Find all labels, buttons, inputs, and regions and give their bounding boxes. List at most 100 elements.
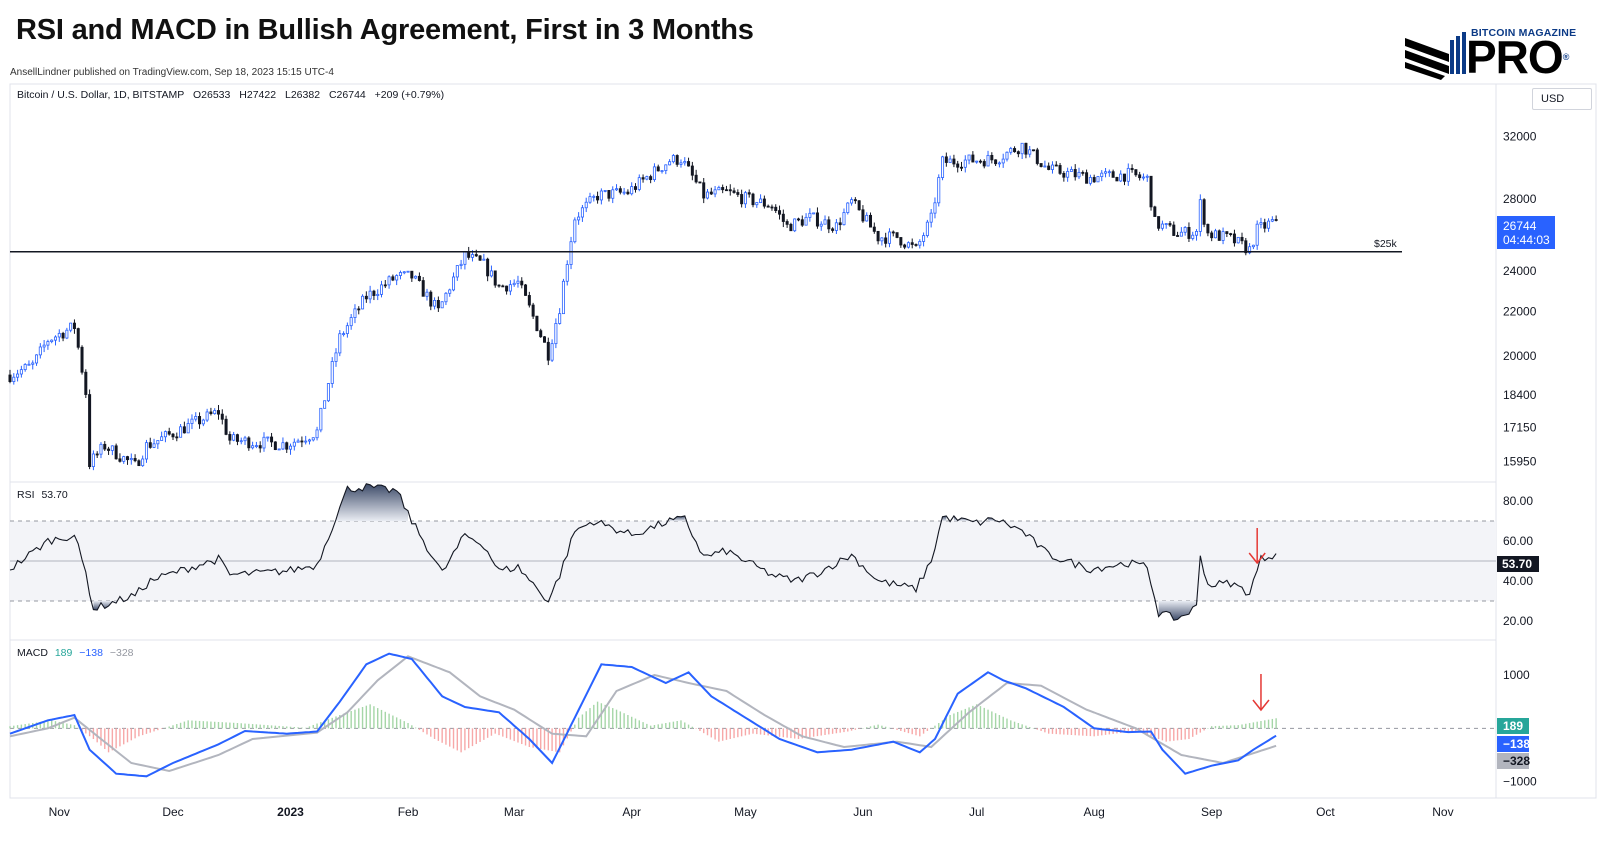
macd-hist-bar xyxy=(911,728,913,735)
candle-body xyxy=(611,189,615,199)
candle-body xyxy=(84,371,88,395)
macd-hist-bar xyxy=(672,721,675,729)
macd-hist-bar xyxy=(164,727,167,729)
candle-body xyxy=(1145,175,1149,178)
macd-hist-bar xyxy=(483,728,485,740)
candle-body xyxy=(944,156,948,163)
macd-hist-bar xyxy=(1161,728,1164,741)
candle-body xyxy=(1179,231,1183,237)
macd-hist-bar xyxy=(422,728,424,733)
macd-hist-bar xyxy=(350,711,352,729)
candle-body xyxy=(941,156,945,178)
macd-hist-bar xyxy=(403,721,405,729)
candle-body xyxy=(1225,231,1229,235)
rsi-tick-label: 80.00 xyxy=(1503,494,1533,508)
candle-body xyxy=(205,411,209,421)
candle-body xyxy=(952,158,956,165)
macd-hist-bar xyxy=(676,721,678,729)
macd-hist-bar xyxy=(176,724,178,729)
macd-hist-bar xyxy=(392,715,394,729)
macd-hist-bar xyxy=(627,715,629,729)
macd-legend-signal: −328 xyxy=(110,647,134,659)
candle-body xyxy=(493,270,497,286)
candle-body xyxy=(1032,149,1036,152)
macd-tick-label: 1000 xyxy=(1503,668,1530,682)
macd-hist-bar xyxy=(88,728,91,737)
candle-body xyxy=(561,280,565,315)
macd-hist-bar xyxy=(160,728,163,729)
logo-pro-text: PRO xyxy=(1466,31,1564,83)
candle-body xyxy=(1062,172,1066,178)
macd-line[interactable] xyxy=(9,652,1277,778)
candle-body xyxy=(933,202,937,214)
candle-body xyxy=(198,416,202,425)
candle-body xyxy=(721,187,725,191)
candle-body xyxy=(251,445,255,449)
currency-button[interactable]: USD xyxy=(1532,88,1592,110)
candle-body xyxy=(846,202,850,213)
macd-hist-bar xyxy=(1264,720,1266,729)
candle-body xyxy=(80,346,84,373)
macd-hist-bar xyxy=(126,728,129,743)
rsi-legend-label: RSI xyxy=(17,489,35,501)
candle-body xyxy=(137,460,141,467)
candle-body xyxy=(1160,223,1164,229)
last-price-tag: 26744 04:44:03 xyxy=(1497,216,1555,249)
rsi-line[interactable] xyxy=(9,483,1277,621)
macd-hist-bar xyxy=(145,728,148,734)
candle-body xyxy=(349,317,353,327)
candle-body xyxy=(99,443,103,455)
macd-hist-bar xyxy=(399,719,402,729)
candle-body xyxy=(546,341,550,361)
macd-hist-bar xyxy=(725,728,728,740)
macd-hist-bar xyxy=(130,728,133,741)
macd-hist-bar xyxy=(1025,725,1027,729)
candle-body xyxy=(713,189,717,195)
candle-body xyxy=(171,433,175,438)
macd-hist-bar xyxy=(323,720,326,729)
price-legend-change: +209 (+0.79%) xyxy=(375,89,444,101)
macd-legend-macd: −138 xyxy=(79,647,103,659)
macd-hist-bar xyxy=(1070,728,1073,735)
candle-body xyxy=(156,440,160,445)
candle-body xyxy=(489,270,493,277)
candle-body xyxy=(16,373,20,378)
candle-body xyxy=(827,219,831,230)
candle-body xyxy=(379,284,383,295)
candle-body xyxy=(31,362,35,365)
candle-body xyxy=(910,242,914,245)
candle-body xyxy=(607,190,611,199)
candle-body xyxy=(35,354,39,364)
candle-body xyxy=(470,254,474,258)
candle-body xyxy=(463,251,467,265)
price-tick-label: 17150 xyxy=(1503,421,1537,435)
candle-body xyxy=(1050,164,1054,170)
candle-body xyxy=(1096,176,1100,183)
candle-body xyxy=(967,154,971,161)
candle-body xyxy=(387,276,391,286)
macd-hist-bar xyxy=(28,723,30,729)
macd-hist-bar xyxy=(824,728,826,735)
macd-hist-bar xyxy=(388,713,390,729)
macd-signal-line[interactable] xyxy=(9,655,1277,773)
macd-hist-bar xyxy=(790,728,792,739)
candle-body xyxy=(1107,171,1111,174)
candle-body xyxy=(819,223,823,227)
macd-hist-bar xyxy=(342,713,345,729)
candle-body xyxy=(148,442,152,448)
candle-body xyxy=(1047,165,1051,170)
candle-body xyxy=(201,419,205,425)
candle-body xyxy=(580,207,584,218)
price-tick-label: 24000 xyxy=(1503,264,1537,278)
price-legend-low: L26382 xyxy=(285,89,320,101)
candle-body xyxy=(1016,151,1020,155)
candle-body xyxy=(163,431,167,438)
macd-hist-bar xyxy=(915,728,917,736)
macd-hist-bar xyxy=(589,708,591,729)
candle-body xyxy=(72,322,76,329)
candle-body xyxy=(497,284,501,287)
macd-hist-bar xyxy=(703,728,705,734)
macd-hist-bar xyxy=(695,728,697,729)
candle-body xyxy=(319,407,323,431)
macd-hist-bar xyxy=(634,718,637,729)
